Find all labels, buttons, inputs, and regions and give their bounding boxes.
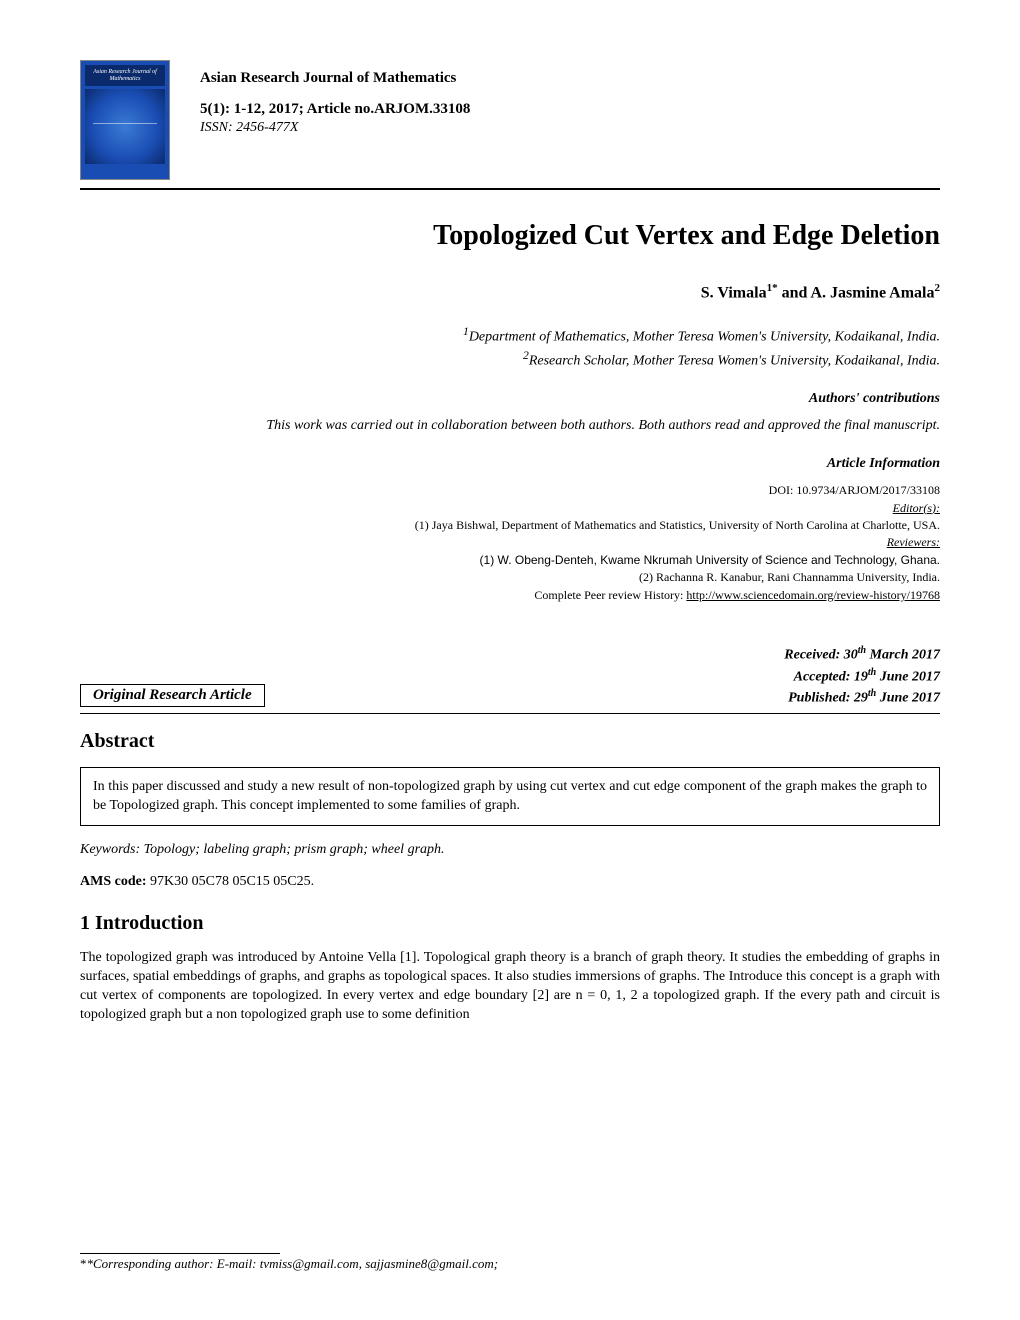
journal-name: Asian Research Journal of Mathematics bbox=[200, 70, 940, 87]
editor-1: (1) Jaya Bishwal, Department of Mathemat… bbox=[80, 517, 940, 534]
article-info: DOI: 10.9734/ARJOM/2017/33108 Editor(s):… bbox=[80, 482, 940, 604]
reviewers-label: Reviewers: bbox=[80, 534, 940, 551]
doi: DOI: 10.9734/ARJOM/2017/33108 bbox=[80, 482, 940, 499]
reviewer-1: (1) W. Obeng-Denteh, Kwame Nkrumah Unive… bbox=[80, 552, 940, 569]
dates-rule bbox=[80, 713, 940, 714]
logo-title: Asian Research Journal of Mathematics bbox=[85, 65, 165, 86]
date-published: Published: 29th June 2017 bbox=[784, 687, 940, 709]
abstract-heading: Abstract bbox=[80, 730, 940, 753]
ams-label: AMS code: bbox=[80, 874, 147, 889]
article-title: Topologized Cut Vertex and Edge Deletion bbox=[80, 220, 940, 252]
issn: ISSN: 2456-477X bbox=[200, 120, 940, 136]
ams-codes: AMS code: 97K30 05C78 05C15 05C25. bbox=[80, 874, 940, 890]
history-label: Complete Peer review History: bbox=[534, 588, 683, 602]
authors: S. Vimala1* and A. Jasmine Amala2 bbox=[80, 282, 940, 302]
abstract-text: In this paper discussed and study a new … bbox=[93, 779, 927, 813]
dates-row: Original Research Article Received: 30th… bbox=[80, 644, 940, 709]
journal-logo: Asian Research Journal of Mathematics bbox=[80, 60, 170, 180]
contributions-label: Authors' contributions bbox=[80, 391, 940, 407]
affiliation-2: 2Research Scholar, Mother Teresa Women's… bbox=[80, 348, 940, 372]
dates: Received: 30th March 2017 Accepted: 19th… bbox=[784, 644, 940, 709]
editors-label: Editor(s): bbox=[80, 500, 940, 517]
footer: **Corresponding author: E-mail: tvmiss@g… bbox=[80, 1253, 940, 1272]
footnote-emails: tvmiss@gmail.com, sajjasmine8@gmail.com; bbox=[260, 1256, 498, 1271]
intro-heading: 1 Introduction bbox=[80, 912, 940, 935]
header-text: Asian Research Journal of Mathematics 5(… bbox=[200, 60, 940, 136]
affiliation-1: 1Department of Mathematics, Mother Teres… bbox=[80, 324, 940, 348]
history-link[interactable]: http://www.sciencedomain.org/review-hist… bbox=[686, 588, 940, 602]
article-info-label: Article Information bbox=[80, 456, 940, 472]
abstract-box: In this paper discussed and study a new … bbox=[80, 767, 940, 827]
article-citation: 5(1): 1-12, 2017; Article no.ARJOM.33108 bbox=[200, 101, 940, 118]
intro-paragraph: The topologized graph was introduced by … bbox=[80, 949, 940, 1025]
keywords: Keywords: Topology; labeling graph; pris… bbox=[80, 842, 940, 858]
header: Asian Research Journal of Mathematics As… bbox=[80, 60, 940, 180]
affiliations: 1Department of Mathematics, Mother Teres… bbox=[80, 324, 940, 371]
date-received: Received: 30th March 2017 bbox=[784, 644, 940, 666]
header-rule bbox=[80, 188, 940, 190]
corresponding-author: **Corresponding author: E-mail: tvmiss@g… bbox=[80, 1256, 940, 1272]
footnote-label: *Corresponding author: E-mail: bbox=[87, 1256, 260, 1271]
peer-review-history: Complete Peer review History: http://www… bbox=[80, 587, 940, 604]
article-type: Original Research Article bbox=[80, 684, 265, 707]
logo-cover-image bbox=[85, 89, 165, 164]
date-accepted: Accepted: 19th June 2017 bbox=[784, 666, 940, 688]
reviewer-2: (2) Rachanna R. Kanabur, Rani Channamma … bbox=[80, 569, 940, 586]
contributions-text: This work was carried out in collaborati… bbox=[80, 417, 940, 436]
footnote-rule bbox=[80, 1253, 280, 1254]
ams-values: 97K30 05C78 05C15 05C25. bbox=[150, 874, 314, 889]
